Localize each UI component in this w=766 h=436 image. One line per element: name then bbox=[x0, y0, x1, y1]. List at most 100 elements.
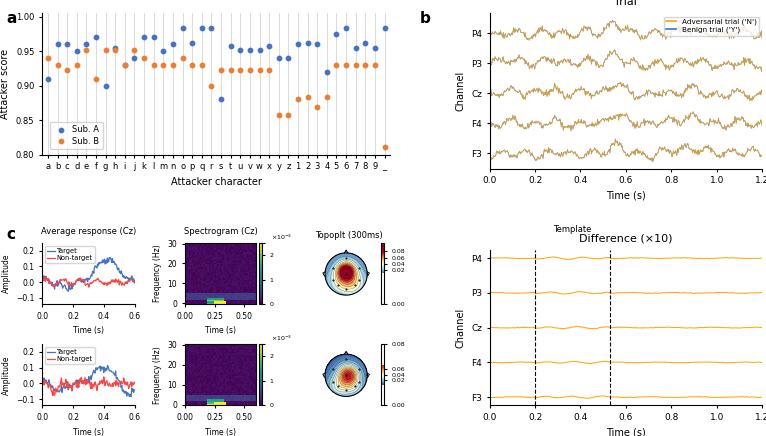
Sub. B bbox=[263, 67, 275, 74]
Y-axis label: Channel: Channel bbox=[455, 307, 465, 348]
Non-target bbox=[38, 374, 47, 379]
Line: Target: Target bbox=[42, 365, 135, 397]
Sub. B bbox=[157, 61, 169, 68]
Sub. A bbox=[244, 47, 256, 54]
Sub. A bbox=[100, 82, 112, 89]
Target bbox=[87, 272, 96, 278]
Sub. B bbox=[186, 61, 198, 68]
X-axis label: Time (s): Time (s) bbox=[606, 191, 646, 201]
Sub. B bbox=[273, 111, 285, 118]
Sub. B bbox=[359, 61, 372, 68]
Target bbox=[86, 373, 95, 378]
Target bbox=[90, 263, 100, 269]
Text: c: c bbox=[6, 227, 15, 242]
Sub. B bbox=[215, 67, 228, 74]
Target bbox=[90, 370, 99, 375]
Sub. A bbox=[157, 48, 169, 54]
Non-target bbox=[87, 379, 96, 385]
Target bbox=[102, 366, 111, 371]
Text: b: b bbox=[420, 11, 430, 26]
Line: Target: Target bbox=[42, 258, 135, 291]
Sub. A bbox=[321, 68, 333, 75]
Sub. A bbox=[80, 41, 93, 48]
X-axis label: Time (s): Time (s) bbox=[73, 327, 104, 335]
Target bbox=[130, 279, 139, 285]
Sub. A bbox=[292, 41, 304, 48]
Sub. A bbox=[138, 34, 150, 41]
Non-target bbox=[41, 273, 51, 279]
Non-target bbox=[38, 276, 47, 282]
Legend: Adversarial trial ('N'), Benign trial ('Y'): Adversarial trial ('N'), Benign trial ('… bbox=[664, 17, 758, 36]
Sub. B bbox=[148, 61, 160, 68]
Sub. A bbox=[349, 44, 362, 51]
Target bbox=[103, 363, 112, 368]
Text: Template: Template bbox=[553, 225, 591, 234]
Sub. A bbox=[378, 25, 391, 32]
Sub. B bbox=[205, 82, 218, 89]
Target bbox=[69, 283, 78, 289]
Non-target bbox=[87, 281, 97, 286]
Y-axis label: Frequency (Hz): Frequency (Hz) bbox=[152, 245, 162, 302]
Non-target bbox=[115, 379, 124, 384]
Sub. B bbox=[176, 54, 188, 61]
Sub. B bbox=[129, 47, 141, 54]
Non-target bbox=[103, 378, 112, 383]
Sub. B bbox=[292, 96, 304, 103]
X-axis label: Time (s): Time (s) bbox=[606, 428, 646, 436]
Y-axis label: Frequency (Hz): Frequency (Hz) bbox=[152, 346, 162, 404]
Non-target bbox=[69, 281, 78, 286]
Text: $\times10^{-3}$: $\times10^{-3}$ bbox=[270, 232, 292, 242]
Sub. A bbox=[51, 41, 64, 48]
Sub. A bbox=[129, 54, 141, 61]
Title: Average response (Cz): Average response (Cz) bbox=[41, 228, 136, 236]
Non-target bbox=[130, 380, 139, 385]
Non-target bbox=[84, 285, 93, 290]
Sub. B bbox=[109, 47, 121, 54]
Title: Trial: Trial bbox=[614, 0, 637, 7]
Non-target bbox=[116, 279, 125, 284]
Target bbox=[64, 289, 73, 294]
Sub. A bbox=[273, 54, 285, 61]
Sub. B bbox=[224, 67, 237, 74]
Sub. A bbox=[61, 41, 74, 48]
Target bbox=[75, 278, 84, 283]
Target bbox=[116, 269, 125, 275]
Target bbox=[74, 381, 83, 386]
Sub. A bbox=[70, 48, 83, 54]
Sub. A bbox=[148, 34, 160, 41]
Y-axis label: Amplitude: Amplitude bbox=[2, 254, 11, 293]
Sub. B bbox=[244, 67, 256, 74]
Sub. B bbox=[340, 61, 352, 68]
Sub. A bbox=[109, 44, 121, 51]
Y-axis label: Attacker score: Attacker score bbox=[1, 49, 11, 119]
Sub. A bbox=[224, 42, 237, 49]
Sub. B bbox=[138, 54, 150, 61]
Target bbox=[126, 394, 136, 399]
Sub. B bbox=[368, 61, 381, 68]
Sub. A bbox=[368, 44, 381, 51]
Target bbox=[115, 378, 124, 384]
Non-target bbox=[91, 278, 100, 283]
Sub. B bbox=[51, 61, 64, 68]
Target bbox=[38, 275, 47, 280]
Line: Non-target: Non-target bbox=[42, 276, 135, 287]
Sub. A bbox=[340, 25, 352, 32]
Non-target bbox=[130, 278, 139, 283]
Line: Non-target: Non-target bbox=[42, 377, 135, 395]
Sub. A bbox=[205, 25, 218, 32]
Sub. A bbox=[234, 47, 247, 54]
Sub. A bbox=[282, 54, 294, 61]
Sub. A bbox=[263, 42, 275, 49]
Sub. A bbox=[311, 41, 323, 48]
Target bbox=[105, 255, 114, 260]
Sub. B bbox=[119, 61, 131, 68]
Sub. A bbox=[195, 25, 208, 32]
Sub. B bbox=[378, 143, 391, 150]
Sub. A bbox=[90, 34, 102, 41]
Target bbox=[103, 260, 112, 266]
X-axis label: Time (s): Time (s) bbox=[73, 428, 104, 436]
Sub. B bbox=[195, 61, 208, 68]
Target bbox=[68, 382, 77, 388]
Legend: Target, Non-target: Target, Non-target bbox=[45, 347, 95, 364]
Sub. B bbox=[42, 54, 54, 61]
